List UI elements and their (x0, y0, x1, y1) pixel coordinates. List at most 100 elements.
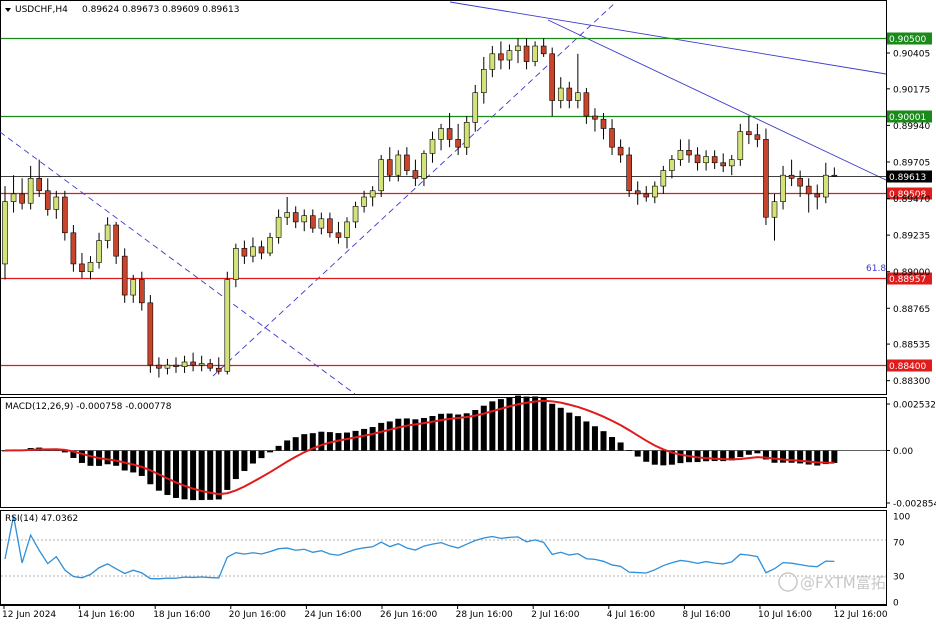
macd-bar-51 (438, 413, 445, 451)
candle-23 (198, 355, 205, 372)
candle-body (694, 154, 701, 164)
macd-bar-75 (643, 450, 650, 462)
candle-body (728, 159, 735, 167)
macd-bar-92 (788, 450, 795, 463)
x-tick-label-2: 18 Jun 16:00 (153, 610, 210, 620)
candle-6 (53, 190, 60, 219)
candle-38 (327, 212, 333, 238)
candle-54 (463, 116, 470, 155)
candle-13 (113, 221, 119, 264)
candle-body (62, 196, 68, 234)
macd-bar-73 (626, 450, 633, 451)
rsi-indicator: 100 70 30 0 (4, 513, 910, 609)
candle-93 (797, 170, 803, 197)
rsi-line (4, 515, 835, 580)
macd-bar-58 (497, 399, 504, 451)
candle-body (2, 201, 8, 265)
candle-body (344, 221, 350, 238)
candle-body (369, 190, 376, 198)
macd-bar-62 (532, 396, 539, 451)
macd-bar-63 (540, 397, 547, 451)
candle-25 (215, 357, 222, 375)
candle-body (677, 150, 684, 160)
macd-bar-71 (609, 436, 616, 451)
candle-body (634, 190, 641, 195)
y-tick-label-0: 0.90405 (893, 50, 930, 60)
macd-bar-24 (207, 450, 214, 500)
candle-body (412, 170, 419, 179)
candle-29 (250, 237, 256, 263)
macd-bar-65 (557, 407, 564, 451)
candle-body (472, 92, 479, 123)
rsi-tick-label-0: 100 (893, 513, 910, 523)
macd-bar-41 (352, 430, 359, 451)
candle-50 (429, 131, 436, 163)
macd-bar-31 (267, 450, 274, 453)
y-tick-label-5: 0.89235 (893, 232, 930, 242)
candle-4 (36, 159, 43, 197)
macd-bar-36 (309, 433, 316, 451)
candle-78 (669, 154, 675, 179)
candle-body (549, 53, 556, 101)
candle-26 (224, 271, 231, 375)
ascending-trend-line-dashed[interactable] (212, 1, 617, 377)
descending-trend-line[interactable] (547, 19, 887, 181)
candle-body (267, 237, 273, 254)
y-tick-label-6: 0.89000 (893, 268, 930, 278)
candle-body (498, 53, 504, 61)
candle-body (737, 131, 744, 160)
macd-bar-48 (412, 419, 419, 451)
candle-62 (532, 41, 538, 67)
candle-body (361, 196, 367, 207)
candle-body (703, 156, 709, 164)
candle-28 (241, 240, 248, 264)
macd-bar-77 (660, 450, 667, 466)
macd-bar-59 (506, 397, 513, 451)
candle-7 (62, 190, 68, 241)
descending-channel-line[interactable] (0, 131, 356, 395)
macd-bar-27 (232, 450, 239, 480)
level-label-1: 0.90001 (889, 113, 926, 123)
candle-body (651, 185, 658, 198)
candle-body (592, 115, 598, 120)
candle-body (10, 193, 17, 202)
candle-body (395, 154, 402, 176)
macd-bar-42 (361, 428, 368, 451)
candle-19 (164, 358, 171, 375)
macd-bar-21 (181, 450, 188, 500)
macd-bar-26 (224, 450, 231, 490)
candle-96 (822, 162, 829, 204)
candle-body (421, 153, 427, 179)
macd-bar-64 (549, 403, 556, 451)
candle-body (404, 154, 410, 171)
macd-bar-89 (762, 450, 769, 460)
macd-bar-53 (455, 414, 462, 451)
macd-bar-14 (121, 450, 128, 471)
candle-body (771, 201, 778, 218)
candle-body (44, 190, 51, 210)
macd-bar-7 (61, 450, 68, 453)
candle-body (352, 206, 359, 223)
candle-47 (404, 147, 410, 176)
candle-body (250, 246, 256, 257)
macd-tick-label-0: 0.002532 (893, 401, 936, 411)
candle-71 (609, 119, 615, 155)
candle-body (207, 363, 213, 369)
candle-5 (44, 178, 51, 216)
macd-bar-25 (215, 450, 222, 500)
macd-bar-83 (711, 450, 718, 462)
candle-body (438, 128, 444, 140)
macd-indicator: 0.002532 0.00 -0.002854 (1, 395, 936, 510)
candle-body (36, 178, 43, 192)
candle-72 (617, 139, 624, 163)
candle-body (121, 255, 128, 296)
candle-75 (643, 186, 650, 202)
candle-39 (335, 221, 342, 244)
candle-body (309, 215, 316, 229)
triangle-down-icon[interactable] (5, 8, 11, 12)
macd-bar-30 (258, 450, 265, 459)
candle-41 (352, 201, 359, 229)
candle-body (147, 302, 154, 366)
